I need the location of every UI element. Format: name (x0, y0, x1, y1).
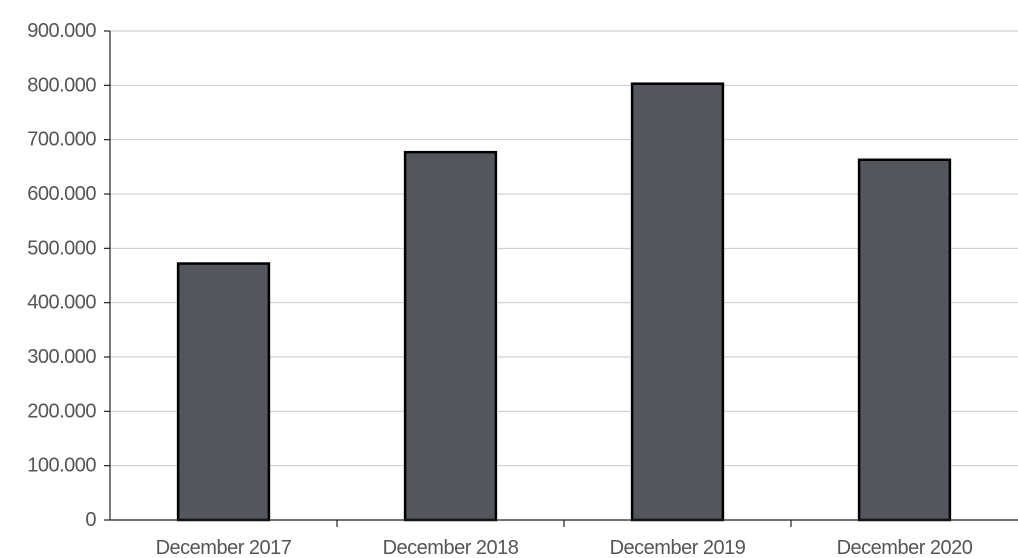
x-tick-label: December 2018 (383, 537, 519, 558)
y-tick-label: 400.000 (27, 292, 96, 314)
y-tick-label: 800.000 (27, 74, 96, 96)
y-tick-label: 600.000 (27, 183, 96, 205)
y-tick-label: 100.000 (27, 455, 96, 477)
bar (857, 158, 952, 522)
y-axis-ticks: 0 100.000 200.000 300.000 400.000 500.000 600.… (27, 20, 110, 531)
y-tick-label: 200.000 (27, 400, 96, 422)
bar (403, 150, 498, 522)
y-tick-label: 0 (85, 509, 96, 531)
y-tick-label: 700.000 (27, 129, 96, 151)
y-tick-label: 300.000 (27, 346, 96, 368)
x-tick-label: December 2017 (156, 537, 292, 558)
bar (630, 82, 725, 522)
x-axis-ticks: December 2017 December 2018 December 2019 D… (156, 520, 973, 558)
x-tick-label: December 2020 (837, 537, 973, 558)
x-tick-label: December 2019 (610, 537, 746, 558)
y-tick-label: 500.000 (27, 237, 96, 259)
bar (176, 262, 271, 522)
bars (176, 82, 952, 522)
y-tick-label: 900.000 (27, 20, 96, 42)
